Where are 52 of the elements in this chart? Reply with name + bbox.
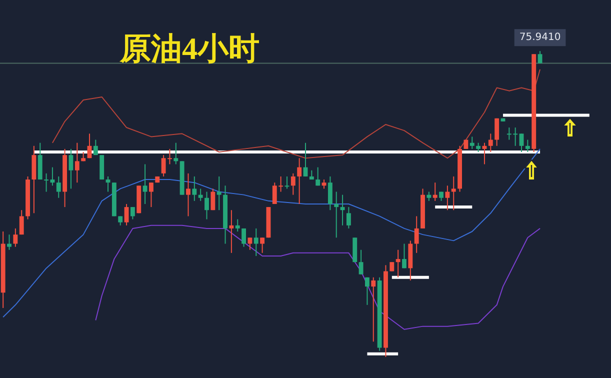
candlestick — [316, 166, 320, 186]
candlestick — [488, 133, 493, 152]
candlestick — [470, 136, 474, 150]
candlestick — [7, 234, 12, 250]
candlestick — [519, 133, 524, 152]
candlestick — [445, 185, 450, 211]
candlestick — [242, 228, 246, 248]
candlestick — [494, 118, 500, 146]
candlestick — [414, 216, 419, 254]
candlestick — [93, 139, 98, 156]
candlestick — [198, 188, 203, 202]
candlestick — [216, 176, 222, 211]
text: 75.9410 — [519, 32, 561, 44]
candlestick — [130, 206, 135, 220]
candlestick — [476, 142, 481, 152]
candlestick — [13, 228, 18, 248]
candlestick — [432, 182, 438, 202]
candlestick — [118, 216, 123, 226]
candlestick — [142, 164, 148, 204]
candlestick — [371, 276, 376, 342]
candlestick — [358, 249, 364, 275]
candlestick — [346, 206, 351, 229]
candlestick — [229, 210, 234, 254]
candlestick — [186, 172, 190, 217]
candlestick — [451, 176, 456, 211]
candlestick — [210, 188, 216, 211]
candlestick — [124, 203, 129, 226]
candlestick — [68, 148, 74, 190]
candlestick — [248, 237, 252, 250]
candlestick — [254, 228, 258, 256]
candlestick — [19, 210, 24, 236]
candlestick — [340, 194, 345, 226]
candlestick — [192, 176, 197, 202]
candlestick — [402, 243, 406, 269]
candlestick — [204, 191, 209, 220]
candlestick — [334, 191, 339, 238]
candlestick — [364, 276, 370, 306]
candlestick — [396, 249, 400, 278]
candlestick — [148, 182, 154, 208]
candlestick — [235, 218, 240, 232]
candlestick — [260, 237, 265, 254]
candlestick — [538, 50, 542, 64]
candlestick — [297, 158, 302, 204]
candlestick — [56, 176, 61, 198]
candlestick — [426, 191, 432, 202]
candlestick — [390, 262, 394, 272]
chart-title: 原油4小时 — [120, 30, 260, 68]
candlestick — [328, 176, 332, 211]
candlestick — [74, 142, 80, 184]
candlestick — [174, 142, 178, 165]
candlestick — [290, 172, 296, 196]
candlestick — [525, 139, 530, 152]
